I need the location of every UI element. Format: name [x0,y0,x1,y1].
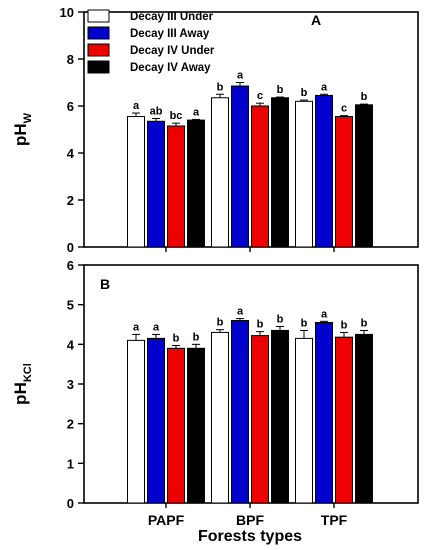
y-tick-label: 5 [67,298,74,313]
panel-label-b: B [100,276,110,292]
y-tick-label: 0 [67,496,74,511]
legend: Decay III Under Decay III Away Decay IV Un… [87,9,215,74]
legend-swatch-decay-iii-under [87,9,110,23]
bar-decay-iii-away-papf [147,120,165,248]
significance-letter: a [153,321,160,333]
bar-decay-iii-away-bpf [231,320,249,504]
significance-letter: a [321,81,328,93]
bar-decay-iii-under-papf [127,339,145,504]
bar-decay-iv-away-tpf [355,104,373,248]
significance-letter: a [133,321,140,333]
significance-letter: b [341,319,348,331]
significance-letter: b [217,81,224,93]
y-tick-label: 2 [67,417,74,432]
significance-letter: a [193,106,200,118]
significance-letter: b [277,313,284,325]
y-tick-label: 3 [67,377,74,392]
significance-letter: b [193,331,200,343]
bar-decay-iv-under-tpf [335,336,353,504]
y-tick-label: 10 [60,5,74,20]
y-tick-label: 1 [67,456,74,471]
legend-entry-decay-iv-away: Decay IV Away [130,62,211,74]
bar-decay-iii-away-papf [147,337,165,504]
significance-letter: b [257,319,264,331]
x-axis-title: Forests types [198,528,302,545]
significance-letter: b [361,91,368,103]
significance-letter: b [277,84,284,96]
y-tick-label: 6 [67,99,74,114]
bar-decay-iv-under-papf [167,125,185,248]
bar-decay-iii-under-papf [127,116,145,248]
bar-decay-iii-under-tpf [295,337,313,504]
y-axis-label-a: pHW [11,112,34,146]
y-tick-label: 4 [67,146,75,161]
y-axis-label-b: pHKCl [11,363,34,405]
legend-swatch-decay-iii-away [87,26,110,40]
legend-swatch-decay-iv-under [87,43,110,57]
significance-letter: b [217,317,224,329]
bar-decay-iv-away-papf [187,347,205,504]
bar-decay-iv-under-bpf [251,335,269,504]
significance-letter: bc [170,110,183,122]
bar-decay-iii-under-tpf [295,100,313,248]
bar-decay-iii-away-bpf [231,85,249,248]
bar-decay-iv-away-bpf [271,329,289,504]
significance-letter: ab [150,105,163,117]
y-tick-label: 2 [67,193,74,208]
y-tick-label: 6 [67,258,74,273]
significance-letter: b [173,333,180,345]
significance-letter: a [237,70,244,82]
significance-letter: c [257,90,263,102]
x-category-label-tpf: TPF [321,512,348,528]
bar-decay-iv-under-papf [167,347,185,504]
significance-letter: b [361,317,368,329]
y-tick-label: 0 [67,240,74,255]
bar-decay-iii-under-bpf [211,331,229,504]
significance-letter: b [301,87,308,99]
bar-decay-iii-under-bpf [211,97,229,248]
legend-entry-decay-iv-under: Decay IV Under [130,45,215,57]
significance-letter: a [321,308,328,320]
bar-decay-iv-under-tpf [335,116,353,248]
y-tick-label: 8 [67,52,74,67]
bar-decay-iv-away-papf [187,119,205,248]
legend-entry-decay-iii-away: Decay III Away [130,28,210,40]
significance-letter: b [301,317,308,329]
y-tick-label: 4 [67,337,75,352]
bar-decay-iii-away-tpf [315,94,333,248]
bar-decay-iv-under-bpf [251,105,269,248]
legend-entry-decay-iii-under: Decay III Under [130,11,214,23]
bar-decay-iii-away-tpf [315,322,333,504]
significance-letter: a [133,100,140,112]
bar-decay-iv-away-tpf [355,333,373,504]
legend-swatch-decay-iv-away [87,60,110,74]
significance-letter: c [341,103,347,115]
significance-letter: a [237,306,244,318]
x-category-label-papf: PAPF [148,512,185,528]
x-category-label-bpf: BPF [236,512,264,528]
panel-label-a: A [311,12,321,28]
bar-decay-iv-away-bpf [271,97,289,248]
